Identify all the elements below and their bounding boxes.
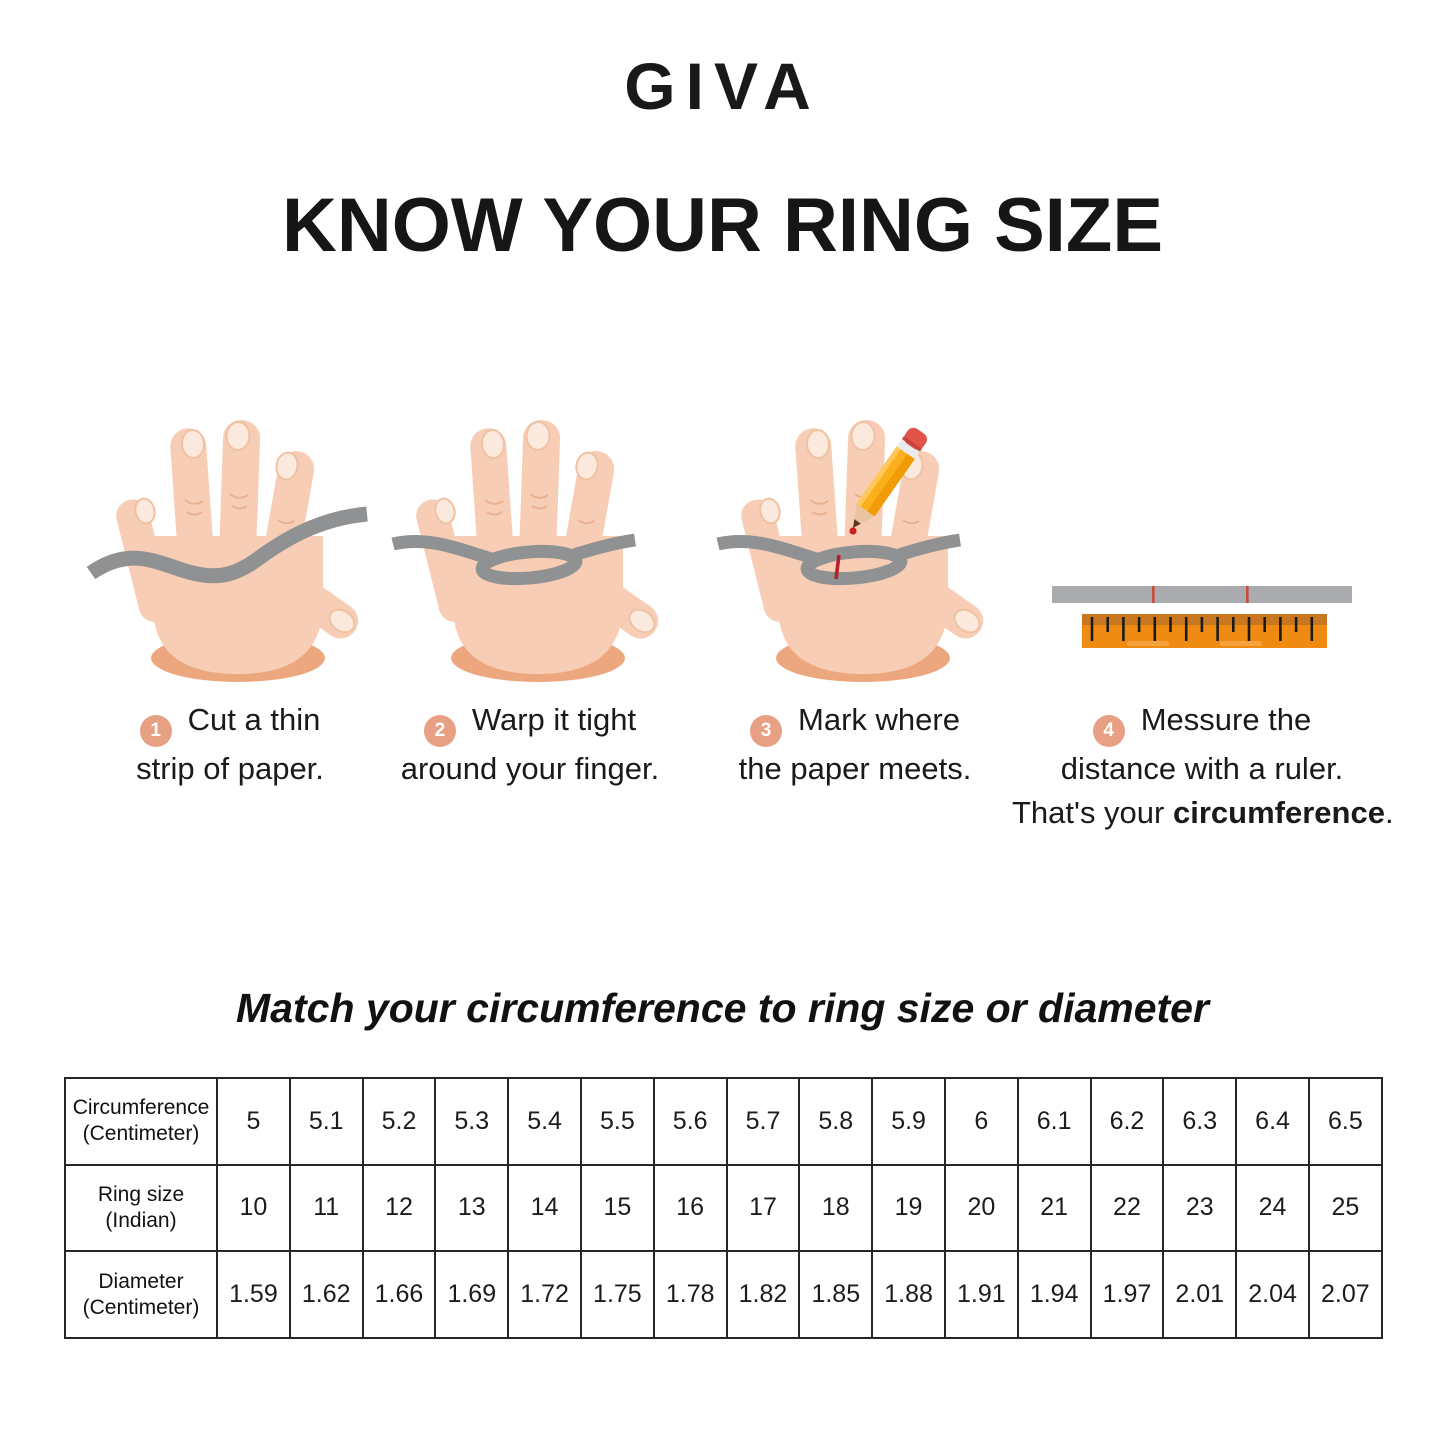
step-1-text-line1: Cut a thin [187,702,321,737]
table-cell: 1.94 [1016,1250,1092,1339]
giva-logo: GIVA [624,49,821,123]
table-row-circumference: Circumference (Centimeter) 5 5.1 5.2 5.3… [64,1077,1383,1166]
step-2-badge: 2 [423,715,456,747]
table-cell: 5.6 [652,1077,728,1166]
table-cell: 1.85 [798,1250,874,1339]
table-cell: 5.7 [725,1077,801,1166]
table-cell: 19 [871,1163,946,1253]
red-mark-icon [834,554,841,580]
table-cell: 6.1 [1016,1077,1092,1166]
table-cell: 22 [1089,1163,1165,1253]
step-2-text-line2: around your finger. [400,751,660,786]
table-cell: 5.9 [871,1077,946,1166]
table-cell: 21 [1016,1163,1092,1253]
table-cell: 1.62 [288,1250,364,1339]
table-cell: 6.5 [1307,1077,1383,1166]
hand-icon [710,418,991,683]
step-1: 1 Cut a thin strip of paper. [65,398,395,791]
table-cell: 1.78 [652,1250,728,1339]
step-4-text-line2: distance with a ruler. [1060,751,1344,786]
table-cell: 15 [579,1163,655,1253]
table-row-ring-size: Ring size (Indian) 10 11 12 13 14 15 16 … [64,1163,1383,1253]
table-cell: 20 [943,1163,1019,1253]
step-2-text-line1: Warp it tight [471,702,637,737]
hand-mark-illustration [695,398,1015,698]
red-dot-icon [849,527,857,535]
table-cell: 2.01 [1162,1250,1238,1339]
table-cell: 11 [288,1163,364,1253]
table-cell: 24 [1235,1163,1310,1253]
table-cell: 1.75 [579,1250,655,1339]
table-cell: 5.2 [361,1077,437,1166]
ruler-icon [1052,586,1352,648]
row-header-diameter: Diameter (Centimeter) [64,1250,218,1339]
table-cell: 5.8 [798,1077,874,1166]
pencil-icon [853,427,927,528]
hand-icon [385,418,666,683]
step-4-text-line1: Messure the [1140,702,1312,737]
row-header-ring-size: Ring size (Indian) [64,1163,218,1253]
hand-strip-illustration [65,398,395,698]
step-3-badge: 3 [750,715,783,747]
table-cell: 1.97 [1089,1250,1165,1339]
paper-strip-icon [1052,586,1352,603]
table-cell: 6.3 [1162,1077,1238,1166]
table-cell: 1.59 [216,1250,291,1339]
step-3-text-line2: the paper meets. [738,751,972,786]
table-cell: 5.5 [579,1077,655,1166]
table-cell: 18 [798,1163,874,1253]
steps-section: 1 Cut a thin strip of paper. 2 Warp it tig… [0,398,1445,838]
step-1-badge: 1 [139,715,172,747]
table-cell: 12 [361,1163,437,1253]
row-header-circumference: Circumference (Centimeter) [64,1077,218,1166]
step-3: 3 Mark where the paper meets. [695,398,1015,791]
step-4-caption: 4 Messure the distance with a ruler. That… [1012,698,1394,835]
step-1-caption: 1 Cut a thin strip of paper. [65,698,395,791]
table-cell: 1.88 [871,1250,946,1339]
table-row-diameter: Diameter (Centimeter) 1.59 1.62 1.66 1.6… [64,1250,1383,1339]
step-2: 2 Warp it tight around your finger. [370,398,690,791]
table-cell: 2.04 [1235,1250,1310,1339]
table-cell: 1.72 [507,1250,582,1339]
table-cell: 1.82 [725,1250,801,1339]
paper-strip-icon [86,506,368,584]
ruler-illustration [1012,398,1392,698]
table-cell: 6.2 [1089,1077,1165,1166]
hand-wrap-illustration [370,398,690,698]
table-cell: 6 [943,1077,1019,1166]
table-cell: 1.69 [434,1250,510,1339]
step-1-text-line2: strip of paper. [136,751,324,786]
table-cell: 25 [1307,1163,1383,1253]
ring-size-table: Circumference (Centimeter) 5 5.1 5.2 5.3… [64,1077,1383,1339]
step-4: 4 Messure the distance with a ruler. That… [1012,398,1394,835]
table-cell: 5.1 [288,1077,364,1166]
table-cell: 1.66 [361,1250,437,1339]
table-cell: 10 [216,1163,291,1253]
table-cell: 5 [216,1077,291,1166]
table-cell: 1.91 [943,1250,1019,1339]
table-cell: 14 [507,1163,582,1253]
table-cell: 5.3 [434,1077,510,1166]
step-3-text-line1: Mark where [798,702,960,737]
table-cell: 17 [725,1163,801,1253]
table-cell: 2.07 [1307,1250,1383,1339]
table-cell: 6.4 [1235,1077,1310,1166]
table-cell: 16 [652,1163,728,1253]
hand-icon [86,418,368,683]
step-3-caption: 3 Mark where the paper meets. [695,698,1015,791]
step-2-caption: 2 Warp it tight around your finger. [370,698,690,791]
table-subtitle: Match your circumference to ring size or… [236,985,1209,1031]
step-4-text-line3: That's your circumference. [1012,795,1394,830]
table-cell: 23 [1162,1163,1238,1253]
page-title: KNOW YOUR RING SIZE [281,183,1164,268]
table-cell: 5.4 [507,1077,582,1166]
table-cell: 13 [434,1163,510,1253]
step-4-badge: 4 [1092,715,1125,747]
